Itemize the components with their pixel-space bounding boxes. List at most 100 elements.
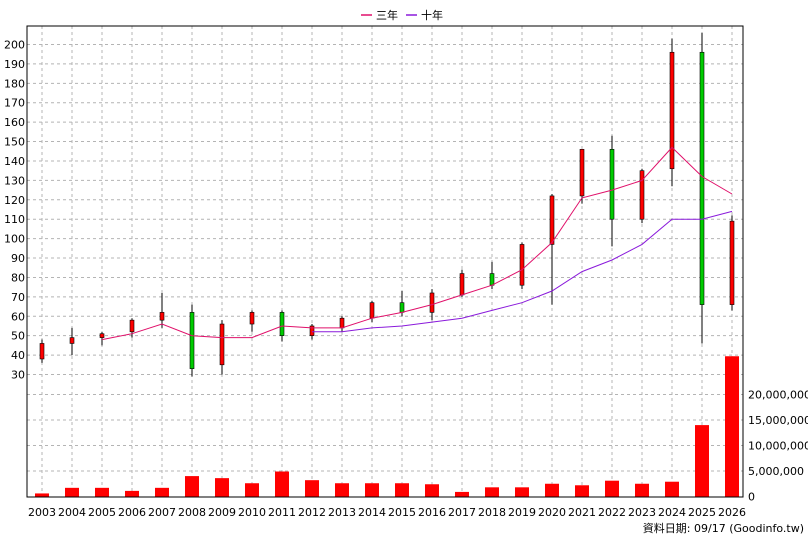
year-tick-label: 2011: [268, 506, 296, 519]
volume-bar: [695, 425, 709, 497]
candle-body: [669, 51, 675, 170]
year-tick-label: 2014: [358, 506, 386, 519]
year-tick-label: 2016: [418, 506, 446, 519]
volume-bar: [635, 483, 649, 497]
candle-body: [369, 302, 375, 319]
candle-body: [579, 149, 585, 197]
year-tick-label: 2010: [238, 506, 266, 519]
price-tick-label: 160: [4, 116, 25, 129]
candle-body: [279, 312, 285, 336]
volume-bar: [515, 487, 529, 497]
volume-bar: [455, 491, 469, 497]
year-tick-label: 2026: [718, 506, 746, 519]
volume-bar: [65, 487, 79, 497]
volume-bar: [245, 483, 259, 497]
ma10-line: [312, 210, 733, 333]
year-tick-label: 2023: [628, 506, 656, 519]
year-tick-label: 2024: [658, 506, 686, 519]
price-tick-label: 180: [4, 77, 25, 90]
legend: 三年 十年: [361, 8, 443, 22]
candle-body: [339, 317, 345, 329]
volume-bar: [395, 483, 409, 497]
candle-body: [429, 292, 435, 313]
volume-tick-label: 5,000,000: [748, 465, 804, 478]
candle-body: [99, 333, 105, 338]
candle-body: [39, 343, 45, 360]
year-tick-label: 2018: [478, 506, 506, 519]
price-tick-label: 80: [11, 271, 25, 284]
grid: [27, 26, 743, 497]
price-tick-label: 60: [11, 310, 25, 323]
volume-tick-label: 10,000,000: [748, 440, 808, 453]
volume-bar: [545, 483, 559, 497]
price-tick-label: 140: [4, 155, 25, 168]
legend-ma3-label: 三年: [376, 8, 398, 22]
year-tick-label: 2007: [148, 506, 176, 519]
year-tick-label: 2019: [508, 506, 536, 519]
year-tick-label: 2006: [118, 506, 146, 519]
price-tick-label: 30: [11, 369, 25, 382]
volume-bar: [335, 483, 349, 497]
price-tick-label: 110: [4, 213, 25, 226]
volume-bar: [125, 490, 139, 497]
year-tick-label: 2025: [688, 506, 716, 519]
volume-bar: [425, 484, 439, 497]
volume-tick-label: 15,000,000: [748, 414, 808, 427]
moving-average-lines: [101, 146, 733, 341]
candle-body: [129, 319, 135, 333]
candle-body: [489, 273, 495, 286]
price-tick-label: 70: [11, 291, 25, 304]
plot-frame: [26, 25, 744, 498]
year-tick-label: 2021: [568, 506, 596, 519]
year-tick-label: 2003: [28, 506, 56, 519]
volume-tick-label: 0: [748, 491, 755, 504]
price-tick-label: 200: [4, 39, 25, 52]
candle-body: [519, 244, 525, 286]
price-tick-label: 50: [11, 330, 25, 343]
year-tick-label: 2008: [178, 506, 206, 519]
candle-body: [69, 337, 75, 344]
candle-body: [309, 325, 315, 336]
price-tick-label: 150: [4, 136, 25, 149]
year-tick-label: 2022: [598, 506, 626, 519]
volume-bar: [305, 480, 319, 497]
year-tick-label: 2015: [388, 506, 416, 519]
volume-tick-label: 20,000,000: [748, 389, 808, 402]
volume-bar: [725, 356, 739, 497]
price-tick-label: 100: [4, 233, 25, 246]
candle-body: [729, 220, 735, 305]
candle-body: [159, 312, 165, 321]
year-tick-label: 2005: [88, 506, 116, 519]
candle-body: [609, 149, 615, 220]
price-tick-label: 90: [11, 252, 25, 265]
volume-bar: [365, 483, 379, 497]
source-label: 資料日期: 09/17 (Goodinfo.tw): [643, 521, 804, 535]
ma3-line: [101, 146, 733, 341]
volume-bar: [155, 487, 169, 497]
candle-body: [189, 312, 195, 369]
volume-bar: [665, 481, 679, 497]
candle-body: [549, 195, 555, 245]
price-tick-label: 190: [4, 58, 25, 71]
volume-bar: [95, 487, 109, 497]
price-tick-label: 130: [4, 174, 25, 187]
volume-bar: [215, 478, 229, 497]
candle-body: [639, 170, 645, 220]
year-tick-label: 2009: [208, 506, 236, 519]
volume-axis: 0 5,000,000 10,000,000 15,000,000 20,000,000: [748, 389, 808, 504]
volume-bar: [605, 480, 619, 497]
candle-body: [459, 273, 465, 296]
candlesticks: [39, 32, 735, 377]
year-axis: 2003 2004 2005 2006 2007 2008 2009 2010 2011 2012…: [28, 506, 746, 519]
price-tick-label: 40: [11, 349, 25, 362]
volume-bar: [575, 485, 589, 497]
volume-bar: [275, 471, 289, 497]
price-tick-label: 120: [4, 194, 25, 207]
volume-bar: [485, 487, 499, 497]
legend-ma10-label: 十年: [421, 8, 443, 22]
volume-bars: [35, 356, 739, 497]
year-tick-label: 2004: [58, 506, 86, 519]
price-axis: 30 40 50 60 70 80 90 100 110 120 130 140 150 160 170 18…: [4, 39, 25, 382]
year-tick-label: 2013: [328, 506, 356, 519]
